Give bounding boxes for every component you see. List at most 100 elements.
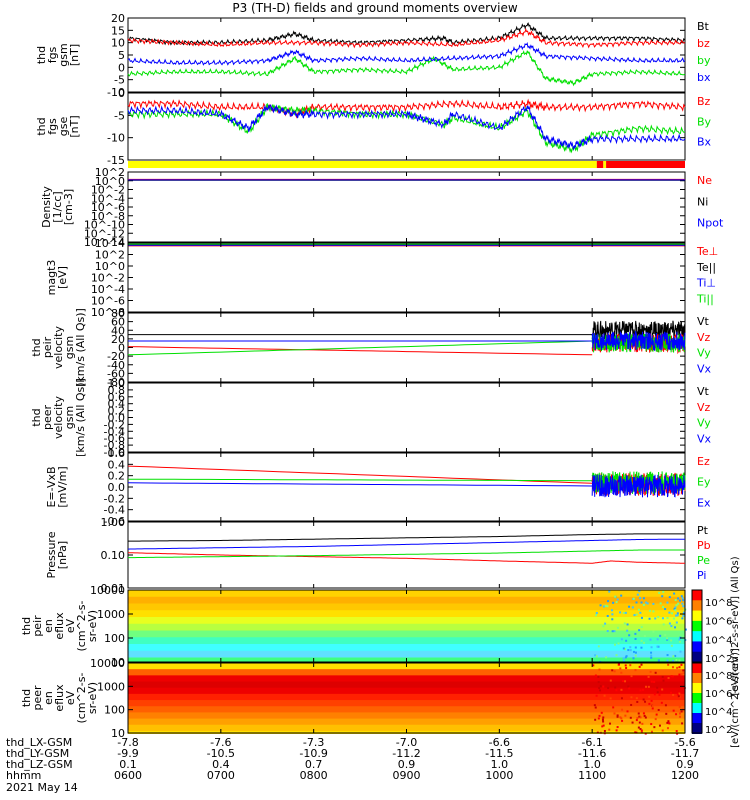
spectrogram-speckle <box>634 646 637 649</box>
spectrogram-speckle <box>628 634 631 637</box>
spectrogram-speckle <box>624 656 627 659</box>
spectrogram-speckle <box>677 597 680 600</box>
spectrogram-speckle <box>600 711 603 714</box>
y-axis-label: thd <box>35 117 48 135</box>
spectrogram-speckle <box>608 590 611 593</box>
spectrogram-speckle <box>674 609 677 612</box>
x-axis-value: -11.7 <box>671 747 699 760</box>
x-axis-value: 1.0 <box>491 758 509 771</box>
spectrogram-speckle <box>631 721 634 724</box>
spectrogram-speckle <box>624 611 627 614</box>
spectrogram-speckle <box>666 601 669 604</box>
spectrogram-speckle <box>615 729 618 732</box>
x-axis-value: 0800 <box>300 769 328 782</box>
spectrogram-speckle <box>601 725 604 728</box>
y-tick-label: 0.2 <box>108 405 126 418</box>
spectrogram-speckle <box>638 721 641 724</box>
y-axis-label: thd <box>30 338 43 356</box>
panel-frame <box>127 171 686 243</box>
legend-vz: Vz <box>697 331 711 344</box>
spectrogram-speckle <box>642 597 645 600</box>
y-tick-label: -1.0 <box>104 446 125 459</box>
spectrogram-speckle <box>599 689 602 692</box>
spectrogram-speckle <box>604 604 607 607</box>
spectrogram-speckle <box>638 665 641 668</box>
x-axis-value: 1100 <box>578 769 606 782</box>
spectrogram-speckle <box>620 702 623 705</box>
x-axis-value: 0900 <box>393 769 421 782</box>
legend-bt: Bt <box>697 20 710 33</box>
spectrogram-speckle <box>658 591 661 594</box>
y-axis-label: [nT] <box>68 44 81 66</box>
spectrogram-speckle <box>624 664 627 667</box>
legend-ti: Ti|| <box>696 292 714 305</box>
spectrogram-speckle <box>634 637 637 640</box>
spectrogram-speckle <box>620 717 623 720</box>
chart-title: P3 (TH-D) fields and ground moments over… <box>232 1 518 15</box>
spectrogram-speckle <box>679 650 682 653</box>
spectrogram-speckle <box>656 638 659 641</box>
spectrogram-speckle <box>654 718 657 721</box>
x-axis-value: 0.9 <box>676 758 694 771</box>
y-tick-label: 10^2 <box>95 166 125 179</box>
y-axis-label: peir <box>41 336 54 358</box>
y-tick-label: -0.8 <box>104 439 125 452</box>
spectrogram-speckle <box>648 609 651 612</box>
y-tick-label: -0.2 <box>104 418 125 431</box>
spectrogram-speckle <box>649 670 652 673</box>
spectrogram-speckle <box>673 607 676 610</box>
spectrogram-speckle <box>594 706 597 709</box>
spectrogram-speckle <box>603 694 606 697</box>
y-axis-label: peer <box>31 685 44 711</box>
spectrogram-speckle <box>640 639 643 642</box>
spectrogram-band <box>128 603 685 612</box>
spectrogram-speckle <box>676 614 679 617</box>
y-axis-label: thd <box>35 46 48 64</box>
spectrogram-speckle <box>638 590 641 593</box>
spectrogram-speckle <box>682 599 685 602</box>
spectrogram-speckle <box>668 622 671 625</box>
spectrogram-band <box>128 623 685 632</box>
y-axis-label: en <box>42 619 55 633</box>
y-axis-label: fgs <box>46 46 59 63</box>
spectrogram-speckle <box>620 671 623 674</box>
spectrogram-band <box>128 724 685 732</box>
y-axis-label: gsm <box>63 336 76 359</box>
spectrogram-speckle <box>655 713 658 716</box>
x-axis-value: 0.1 <box>119 758 137 771</box>
x-axis-value: -10.9 <box>299 747 327 760</box>
spectrogram-speckle <box>619 667 622 670</box>
legend-bz: Bz <box>697 95 711 108</box>
spectrogram-speckle <box>638 629 641 632</box>
spectrogram-speckle <box>680 663 683 666</box>
spectrogram-speckle <box>599 685 602 688</box>
y-axis-label: magt3 <box>45 260 58 296</box>
spectrogram-speckle <box>661 688 664 691</box>
y-tick-label: -10 <box>107 86 125 99</box>
spectrogram-speckle <box>681 617 684 620</box>
y-axis-label: velocity <box>52 326 65 369</box>
spectrogram-speckle <box>607 600 610 603</box>
y-tick-label: -60 <box>107 367 125 380</box>
spectrogram-speckle <box>625 639 628 642</box>
spectrogram-speckle <box>616 626 619 629</box>
y-tick-label: 0.4 <box>108 398 126 411</box>
spectrogram-speckle <box>609 679 612 682</box>
y-tick-label: 10^-2 <box>91 272 125 285</box>
spectrogram-speckle <box>657 659 660 662</box>
spectrogram-speckle <box>676 666 679 669</box>
y-tick-label: -80 <box>107 376 125 389</box>
spectrogram-speckle <box>626 710 629 713</box>
y-tick-label: -0.4 <box>104 504 125 517</box>
legend-ez: Ez <box>697 455 710 468</box>
spectrogram-speckle <box>678 705 681 708</box>
spectrogram-speckle <box>635 613 638 616</box>
y-tick-label: 1000 <box>97 608 125 621</box>
spectrogram-speckle <box>643 714 646 717</box>
y-tick-label: 10^-4 <box>91 283 125 296</box>
spectrogram-speckle <box>640 626 643 629</box>
y-tick-label: -0.6 <box>104 432 125 445</box>
spectrogram-speckle <box>656 686 659 689</box>
spectrogram-speckle <box>598 714 601 717</box>
